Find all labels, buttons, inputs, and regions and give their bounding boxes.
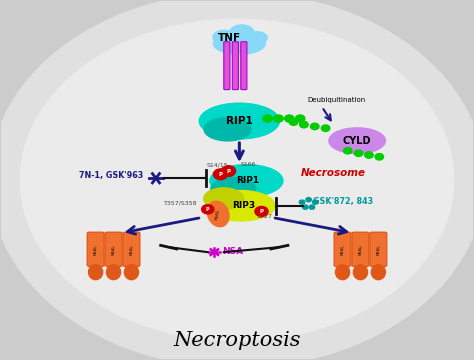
- Ellipse shape: [124, 265, 138, 280]
- Text: MLKL: MLKL: [129, 245, 134, 255]
- Ellipse shape: [247, 32, 267, 44]
- Circle shape: [365, 152, 373, 158]
- Text: RIP1: RIP1: [226, 116, 253, 126]
- Text: S227: S227: [257, 214, 273, 219]
- Circle shape: [274, 115, 283, 122]
- Circle shape: [299, 200, 305, 204]
- Text: P: P: [227, 168, 230, 174]
- FancyBboxPatch shape: [105, 232, 122, 266]
- Text: MLKL: MLKL: [376, 245, 381, 255]
- Text: MLKL: MLKL: [93, 245, 98, 255]
- Text: CYLD: CYLD: [343, 136, 372, 146]
- Text: Necrosome: Necrosome: [301, 168, 365, 178]
- Text: RIP3: RIP3: [233, 201, 255, 210]
- Text: P: P: [219, 172, 222, 177]
- Ellipse shape: [207, 201, 229, 227]
- Ellipse shape: [210, 165, 283, 197]
- Ellipse shape: [336, 265, 350, 280]
- Ellipse shape: [204, 118, 251, 141]
- Ellipse shape: [213, 30, 236, 44]
- Circle shape: [312, 200, 318, 204]
- Text: NSA: NSA: [222, 247, 243, 256]
- Circle shape: [321, 125, 330, 131]
- Text: T357/S358: T357/S358: [164, 200, 198, 205]
- FancyBboxPatch shape: [123, 232, 140, 266]
- Text: RIP1: RIP1: [236, 176, 259, 185]
- Text: MLKL: MLKL: [111, 245, 116, 255]
- Ellipse shape: [207, 190, 275, 221]
- Circle shape: [355, 150, 363, 157]
- Ellipse shape: [107, 265, 120, 280]
- Ellipse shape: [229, 25, 254, 41]
- FancyBboxPatch shape: [370, 232, 387, 266]
- Text: GSK'872, 843: GSK'872, 843: [313, 197, 374, 206]
- FancyBboxPatch shape: [241, 42, 247, 90]
- Circle shape: [300, 121, 308, 128]
- Circle shape: [310, 123, 319, 130]
- Ellipse shape: [199, 103, 279, 139]
- FancyBboxPatch shape: [224, 42, 230, 90]
- Circle shape: [309, 205, 315, 209]
- Circle shape: [344, 148, 352, 154]
- Circle shape: [221, 166, 236, 176]
- Text: P: P: [206, 207, 210, 212]
- Ellipse shape: [329, 128, 385, 154]
- Text: MLKL: MLKL: [358, 245, 363, 255]
- Circle shape: [255, 206, 268, 216]
- FancyBboxPatch shape: [232, 42, 238, 90]
- Text: MLKL: MLKL: [215, 208, 220, 220]
- Circle shape: [213, 169, 228, 180]
- Text: S14/15: S14/15: [206, 162, 228, 167]
- Text: TNF: TNF: [219, 33, 241, 43]
- Circle shape: [289, 119, 298, 125]
- Ellipse shape: [89, 265, 103, 280]
- Text: 7N-1, GSK'963: 7N-1, GSK'963: [79, 171, 144, 180]
- Text: Necroptosis: Necroptosis: [173, 330, 301, 350]
- Circle shape: [284, 115, 294, 122]
- Text: P: P: [259, 209, 264, 214]
- Ellipse shape: [354, 265, 367, 280]
- Text: MLKL: MLKL: [340, 245, 345, 255]
- Ellipse shape: [204, 188, 244, 209]
- Ellipse shape: [213, 33, 265, 54]
- Circle shape: [295, 115, 305, 122]
- FancyBboxPatch shape: [87, 232, 104, 266]
- Circle shape: [306, 198, 311, 202]
- Ellipse shape: [20, 19, 454, 341]
- FancyBboxPatch shape: [334, 232, 351, 266]
- Circle shape: [201, 204, 214, 214]
- Ellipse shape: [371, 265, 385, 280]
- Text: S166: S166: [241, 162, 256, 167]
- FancyBboxPatch shape: [352, 232, 369, 266]
- Text: Deubiquitination: Deubiquitination: [308, 97, 366, 103]
- Circle shape: [302, 205, 308, 209]
- Ellipse shape: [211, 177, 255, 200]
- Circle shape: [263, 115, 273, 122]
- Circle shape: [375, 154, 383, 160]
